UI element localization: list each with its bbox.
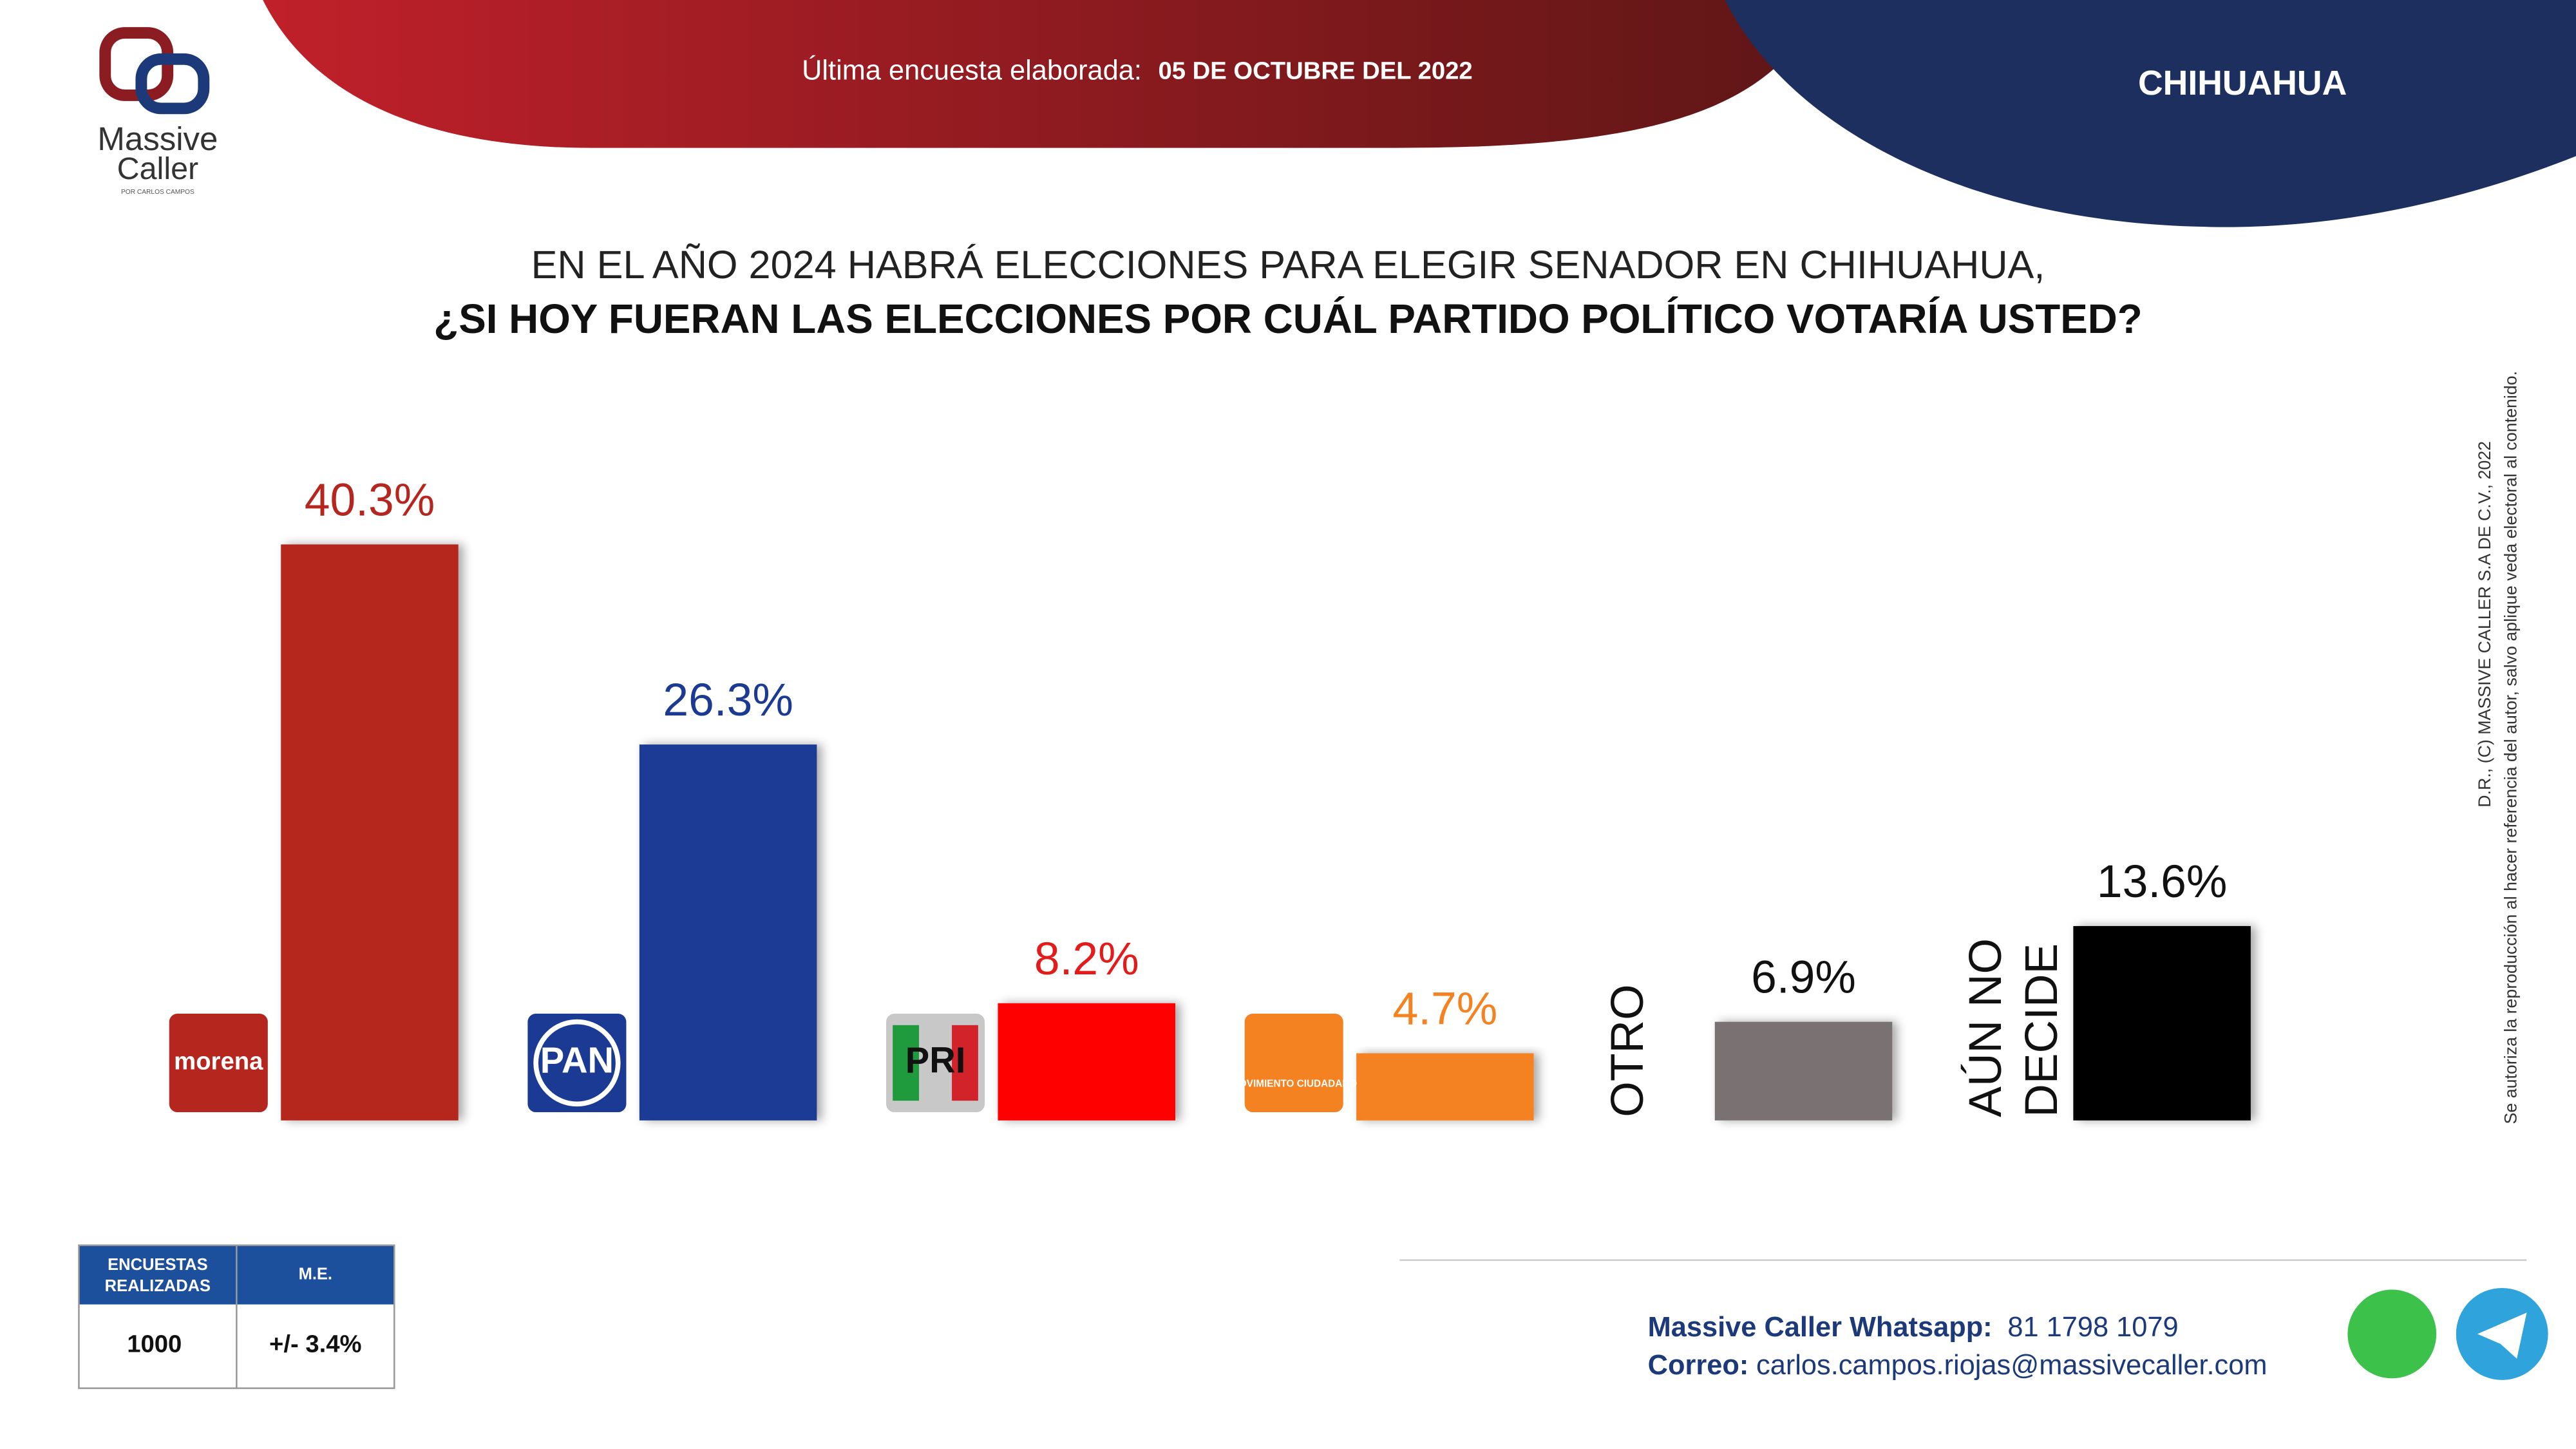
category-label: PRI (905, 1039, 966, 1080)
category-label-box: OTRO (1601, 984, 1653, 1117)
survey-table: ENCUESTAS REALIZADAS M.E. 1000 +/- 3.4% (78, 1244, 395, 1389)
side-note: D.R., (C) MASSIVE CALLER S.A DE C.V., 20… (2475, 441, 2494, 808)
value-label: 6.9% (1751, 952, 1856, 1003)
plot: 40.3% morena 26.3% PAN 8.2% PRI 4.7% MOVIMIENTO… (169, 474, 2251, 1121)
date: 05 DE OCTUBRE DEL 2022 (1158, 57, 1472, 84)
category-label: OTRO (1601, 984, 1653, 1117)
side-note: Se autoriza la reproducción al hacer ref… (2501, 371, 2521, 1124)
party-logo (1244, 1013, 1343, 1113)
contact-value: 81 1798 1079 (2007, 1312, 2178, 1343)
category-label: morena (174, 1048, 263, 1075)
date-label: Última encuesta elaborada: (802, 55, 1142, 86)
bar (998, 1003, 1176, 1121)
brand-sub: POR CARLOS CAMPOS (121, 189, 194, 196)
chart-subtitle: ¿SI HOY FUERAN LAS ELECCIONES POR CUÁL P… (433, 296, 2142, 342)
logo-part (533, 1019, 621, 1107)
bar (1714, 1021, 1893, 1121)
brand-logo: Massive Caller POR CARLOS CAMPOS (97, 27, 218, 196)
table-header: M.E. (299, 1265, 332, 1283)
value-label: 8.2% (1034, 933, 1139, 985)
bar (2073, 925, 2251, 1121)
value-label: 26.3% (663, 674, 793, 726)
value-label: 13.6% (2097, 856, 2227, 907)
whatsapp-icon[interactable] (2341, 1283, 2443, 1385)
header-red-band (263, 0, 1824, 148)
chart-title: EN EL AÑO 2024 HABRÁ ELECCIONES PARA ELE… (531, 243, 2045, 287)
value-label: 40.3% (305, 474, 435, 526)
contact-label: Massive Caller Whatsapp: (1648, 1312, 1993, 1343)
contact-value: carlos.campos.riojas@massivecaller.com (1756, 1350, 2267, 1381)
brand-name: Massive (97, 120, 218, 157)
brand-name: Caller (117, 151, 199, 186)
category-label-box: AÚN NO DECIDE (1960, 938, 2067, 1117)
category-label: PAN (540, 1039, 614, 1080)
category-label: AÚN NO DECIDE (1960, 938, 2067, 1117)
bar (281, 544, 459, 1121)
table-cell: 1000 (127, 1330, 182, 1358)
contact-label: Correo: (1648, 1350, 1749, 1381)
table-header: ENCUESTAS REALIZADAS (104, 1256, 211, 1296)
table-cell: +/- 3.4% (269, 1330, 362, 1358)
region: CHIHUAHUA (2138, 64, 2347, 102)
bar (639, 744, 817, 1121)
category-label: MOVIMIENTO CIUDADANO (1231, 1079, 1357, 1090)
telegram-glyph (2477, 1312, 2527, 1359)
logo-part (893, 1025, 920, 1101)
table-header-cell: ENCUESTAS REALIZADAS (104, 1256, 211, 1296)
header-navy-band (1725, 0, 2576, 227)
party-logo (527, 1013, 627, 1113)
bar (1356, 1053, 1534, 1121)
value-label: 4.7% (1392, 983, 1497, 1035)
logo-part (952, 1025, 978, 1101)
party-logo (169, 1013, 268, 1113)
